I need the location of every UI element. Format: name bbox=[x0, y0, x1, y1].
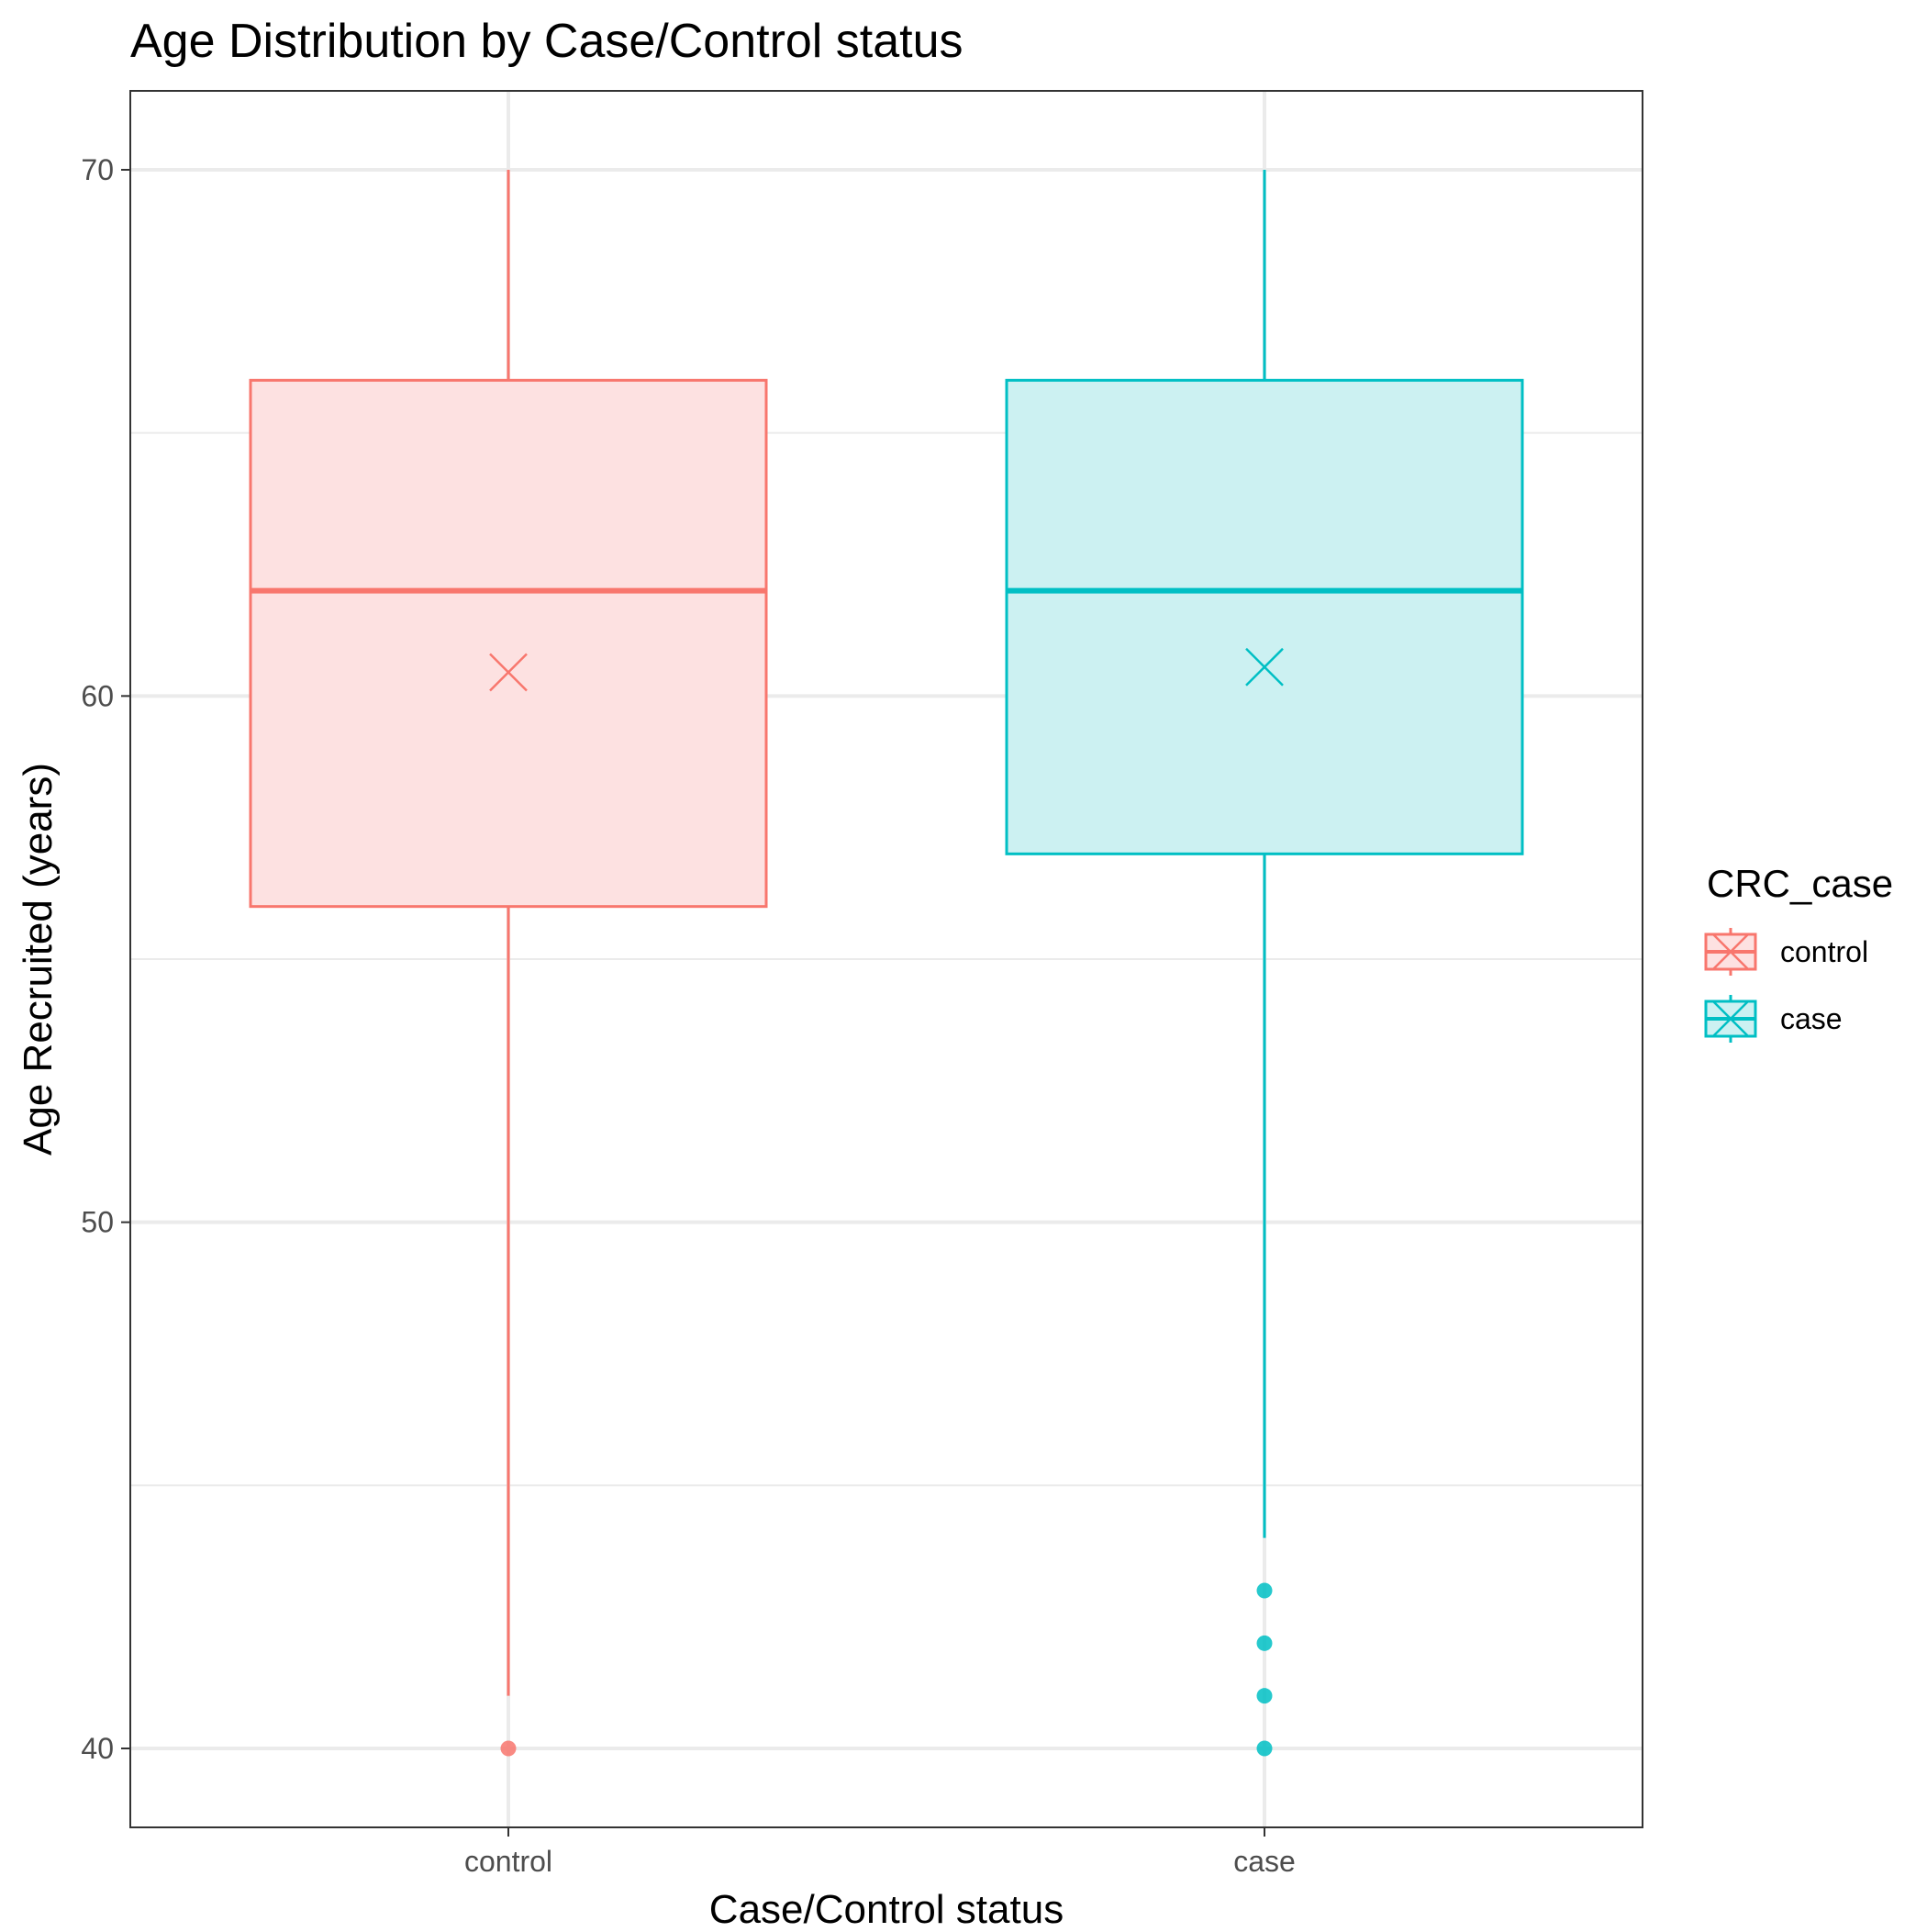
legend-item-case: case bbox=[1704, 995, 1843, 1043]
y-tick-label: 40 bbox=[81, 1732, 114, 1765]
legend-label: case bbox=[1780, 1002, 1843, 1035]
y-axis-title: Age Recruited (years) bbox=[16, 763, 61, 1156]
mean-marker bbox=[489, 653, 528, 692]
data-layer bbox=[249, 170, 1524, 1757]
mean-marker bbox=[1245, 647, 1284, 687]
legend-key-mean bbox=[1712, 1000, 1749, 1037]
y-tick-label: 50 bbox=[81, 1206, 114, 1239]
y-tick-label: 60 bbox=[81, 679, 114, 712]
outlier-point bbox=[500, 1740, 517, 1757]
y-tick-label: 70 bbox=[81, 153, 114, 186]
x-axis-title: Case/Control status bbox=[709, 1887, 1064, 1927]
box-case bbox=[1005, 170, 1524, 1757]
outlier-point bbox=[1256, 1582, 1273, 1599]
legend-item-control: control bbox=[1704, 928, 1868, 976]
legend: CRC_case control case bbox=[1704, 862, 1893, 1043]
x-tick-label: case bbox=[1233, 1845, 1296, 1878]
legend-title: CRC_case bbox=[1707, 862, 1893, 905]
outlier-point bbox=[1256, 1635, 1273, 1651]
chart-title: Age Distribution by Case/Control status bbox=[130, 15, 964, 68]
legend-key-mean bbox=[1712, 933, 1749, 970]
outlier-point bbox=[1256, 1688, 1273, 1704]
plot-border bbox=[129, 90, 1643, 1828]
box-control bbox=[249, 170, 768, 1757]
box-iqr bbox=[249, 378, 768, 909]
outlier-point bbox=[1256, 1740, 1273, 1757]
axis-layer: 40 50 60 70 control case bbox=[81, 153, 1295, 1878]
legend-label: control bbox=[1780, 935, 1868, 968]
x-tick-label: control bbox=[464, 1845, 552, 1878]
box-iqr bbox=[1005, 378, 1524, 855]
